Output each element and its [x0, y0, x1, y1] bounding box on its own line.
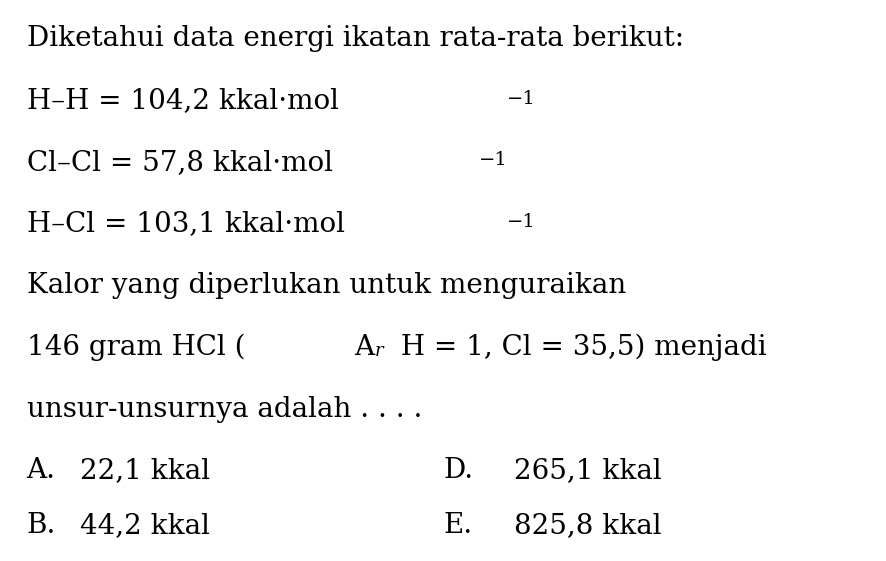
Text: E.: E. [443, 512, 472, 539]
Text: 22,1 kkal: 22,1 kkal [80, 457, 210, 484]
Text: r: r [375, 342, 384, 360]
Text: A.: A. [27, 457, 56, 484]
Text: −1: −1 [507, 213, 536, 231]
Text: 265,1 kkal: 265,1 kkal [514, 457, 662, 484]
Text: 146 gram HCl (: 146 gram HCl ( [27, 334, 245, 361]
Text: −1: −1 [479, 151, 508, 169]
Text: H = 1, Cl = 35,5) menjadi: H = 1, Cl = 35,5) menjadi [392, 334, 766, 361]
Text: A: A [354, 334, 375, 361]
Text: B.: B. [27, 512, 56, 539]
Text: Kalor yang diperlukan untuk menguraikan: Kalor yang diperlukan untuk menguraikan [27, 272, 626, 299]
Text: 825,8 kkal: 825,8 kkal [514, 512, 662, 539]
Text: H–H = 104,2 kkal·mol: H–H = 104,2 kkal·mol [27, 87, 338, 114]
Text: D.: D. [443, 457, 473, 484]
Text: unsur-unsurnya adalah . . . .: unsur-unsurnya adalah . . . . [27, 396, 422, 422]
Text: 44,2 kkal: 44,2 kkal [80, 512, 210, 539]
Text: Cl–Cl = 57,8 kkal·mol: Cl–Cl = 57,8 kkal·mol [27, 149, 332, 176]
Text: Diketahui data energi ikatan rata-rata berikut:: Diketahui data energi ikatan rata-rata b… [27, 25, 684, 52]
Text: −1: −1 [507, 90, 536, 108]
Text: H–Cl = 103,1 kkal·mol: H–Cl = 103,1 kkal·mol [27, 210, 345, 237]
